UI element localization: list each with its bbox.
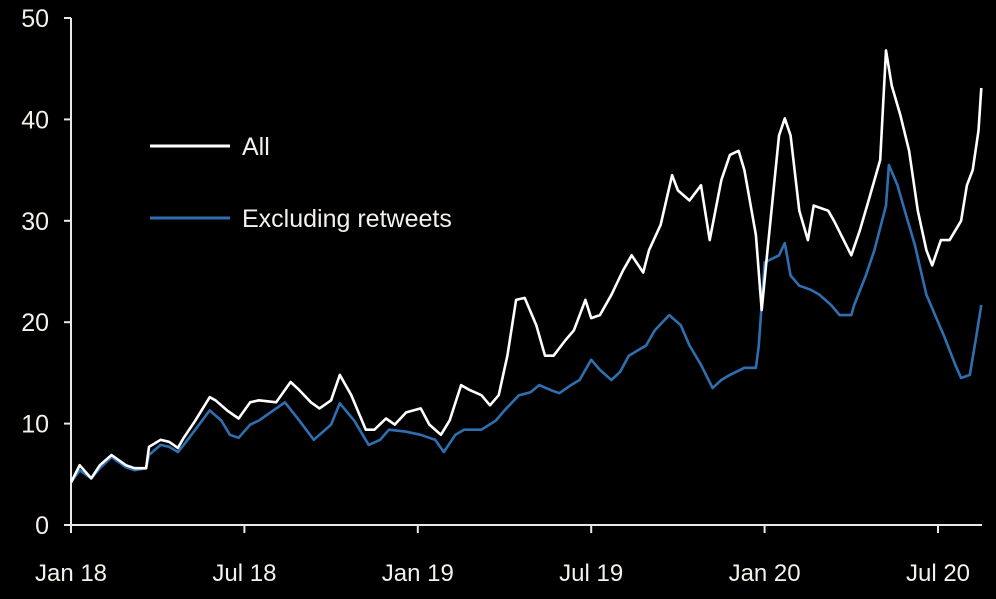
y-tick-label: 30 — [21, 208, 49, 236]
axes: 0 10 20 30 40 50 Jan 18 Jul 18 Jan 19 Jul 19 Jan 2… — [21, 5, 982, 587]
y-tick-label: 50 — [21, 5, 49, 33]
legend-label: Excluding retweets — [242, 205, 452, 233]
series-line-excluding-retweets — [69, 163, 983, 484]
x-tick-label: Jan 20 — [729, 560, 801, 587]
x-tick-label: Jan 18 — [35, 560, 107, 587]
series-lines — [69, 49, 983, 484]
x-tick-label: Jul 20 — [906, 560, 970, 587]
legend: All Excluding retweets — [150, 133, 452, 233]
y-tick-label: 10 — [21, 411, 49, 439]
legend-label: All — [242, 133, 270, 161]
y-tick-label: 20 — [21, 309, 49, 337]
x-tick-label: Jan 19 — [382, 560, 454, 587]
y-tick-label: 40 — [21, 106, 49, 134]
x-tick-label: Jul 19 — [559, 560, 623, 587]
y-tick-label: 0 — [35, 512, 49, 540]
series-line-all — [69, 49, 983, 483]
x-tick-label: Jul 18 — [212, 560, 276, 587]
